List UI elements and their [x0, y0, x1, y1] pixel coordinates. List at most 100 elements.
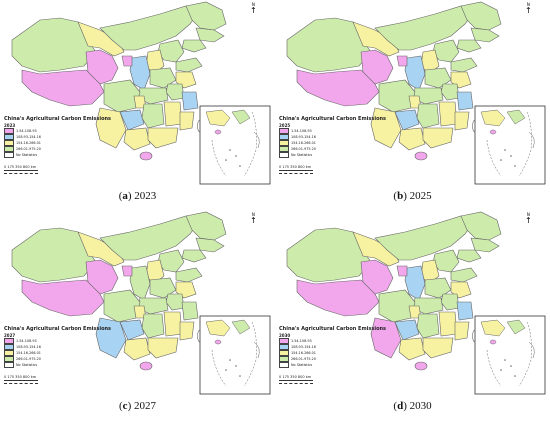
- region-jilin: [470, 237, 500, 253]
- legend-swatch: [279, 140, 289, 146]
- legend-label: 266.01-975.20: [291, 147, 316, 151]
- legend-swatch: [4, 140, 14, 146]
- legend-swatch: [4, 338, 14, 344]
- scale-bar: 0 175 350 800 km: [4, 165, 38, 174]
- legend-swatch: [279, 344, 289, 350]
- legend-label: 154.16-266.01: [16, 351, 41, 355]
- north-arrow-icon: N ↑: [250, 2, 257, 15]
- scale-bar: 0 175 350 800 km: [279, 165, 313, 174]
- north-arrow-icon: N ↑: [525, 2, 532, 15]
- region-inner-mongolia: [99, 5, 201, 51]
- region-fujian: [179, 111, 195, 131]
- legend-swatch: [279, 146, 289, 152]
- legend-label: 1.54-108.93: [16, 129, 37, 133]
- panel-tag: b: [397, 190, 404, 202]
- legend-item: No Statistics: [279, 152, 386, 158]
- panel-caption: (d) 2030: [393, 400, 432, 412]
- legend-swatch: [4, 350, 14, 356]
- panel-caption: (a) 2023: [118, 190, 157, 202]
- panel-tag: c: [122, 400, 128, 412]
- region-shandong: [175, 267, 203, 283]
- legend-item: 266.01-975.20: [279, 356, 386, 362]
- legend: China's Agricultural Carbon Emissions 20…: [4, 326, 111, 368]
- region-guangdong: [147, 127, 179, 149]
- legend-label: No Statistics: [16, 153, 38, 157]
- legend-item: 154.16-266.01: [279, 350, 386, 356]
- legend-label: 266.01-975.20: [291, 357, 316, 361]
- region-guangxi: [398, 127, 426, 151]
- legend-item: 1.54-108.93: [4, 338, 111, 344]
- region-hainan: [414, 361, 428, 371]
- legend-label: 1.54-108.93: [16, 339, 37, 343]
- map-panel-b: N ↑ China's Agricultural Carbon Emission…: [275, 0, 550, 210]
- legend-item: No Statistics: [279, 362, 386, 368]
- scale-label: 0 175 350 800 km: [279, 375, 312, 379]
- legend-label: 154.16-266.01: [16, 141, 41, 145]
- legend: China's Agricultural Carbon Emissions 20…: [279, 116, 386, 158]
- panel-caption: (c) 2027: [119, 400, 156, 412]
- region-liaoning: [456, 39, 482, 53]
- region-tibet: [296, 279, 380, 317]
- region-hainan: [139, 361, 153, 371]
- china-map: [11, 1, 271, 185]
- legend-swatch: [4, 356, 14, 362]
- region-qinghai: [85, 49, 119, 85]
- region-inner-mongolia: [99, 215, 201, 261]
- scale-bar: 0 175 350 800 km: [279, 375, 313, 384]
- region-qinghai: [85, 259, 119, 295]
- north-arrow-icon: N ↑: [525, 212, 532, 225]
- legend-label: 266.01-975.20: [16, 357, 41, 361]
- legend-label: 1.54-108.93: [291, 129, 312, 133]
- region-shandong: [450, 267, 478, 283]
- legend-swatch: [279, 128, 289, 134]
- legend-item: No Statistics: [4, 152, 111, 158]
- region-guangdong: [147, 337, 179, 359]
- scale-label: 0 175 350 800 km: [279, 165, 312, 169]
- legend-item: 266.01-975.20: [4, 146, 111, 152]
- legend-item: 1.54-108.93: [279, 128, 386, 134]
- panel-caption-year: 2027: [133, 400, 156, 412]
- region-anhui: [440, 293, 460, 311]
- legend-item: 266.01-975.20: [4, 356, 111, 362]
- legend-title: China's Agricultural Carbon Emissions: [4, 116, 112, 122]
- region-guangdong: [422, 127, 454, 149]
- north-label: N: [251, 2, 255, 7]
- region-gansu: [77, 21, 125, 57]
- region-hunan: [416, 103, 440, 129]
- legend-swatch: [4, 362, 14, 368]
- legend-item: 108.93-154.16: [4, 134, 111, 140]
- region-ningxia: [121, 55, 133, 67]
- legend: China's Agricultural Carbon Emissions 20…: [4, 116, 111, 158]
- region-jilin: [470, 27, 500, 43]
- legend-title: China's Agricultural Carbon Emissions: [279, 116, 387, 122]
- region-fujian: [179, 321, 195, 341]
- legend-swatch: [279, 356, 289, 362]
- region-shandong: [175, 57, 203, 73]
- legend-year: 2025: [279, 123, 291, 128]
- south-china-sea-inset: [199, 315, 271, 395]
- legend-swatch: [4, 152, 14, 158]
- region-guangxi: [398, 337, 426, 361]
- legend-item: 154.16-266.01: [4, 350, 111, 356]
- legend-title: China's Agricultural Carbon Emissions: [279, 326, 387, 332]
- region-tibet: [21, 69, 105, 107]
- region-hunan: [141, 313, 165, 339]
- legend-item: 1.54-108.93: [279, 338, 386, 344]
- legend: China's Agricultural Carbon Emissions 20…: [279, 326, 386, 368]
- legend-label: 266.01-975.20: [16, 147, 41, 151]
- legend-label: 154.16-266.01: [291, 141, 316, 145]
- panel-tag: d: [397, 400, 404, 412]
- region-hunan: [416, 313, 440, 339]
- region-heilongjiang: [185, 211, 227, 241]
- north-label: N: [251, 212, 255, 217]
- region-shandong: [450, 57, 478, 73]
- region-guizhou: [119, 109, 145, 131]
- scale-label: 0 175 350 800 km: [4, 375, 37, 379]
- legend-swatch: [279, 338, 289, 344]
- legend-item: 108.93-154.16: [279, 134, 386, 140]
- region-liaoning: [181, 39, 207, 53]
- region-guangxi: [123, 127, 151, 151]
- region-jiangxi: [163, 101, 183, 127]
- region-tibet: [21, 279, 105, 317]
- legend-swatch: [4, 344, 14, 350]
